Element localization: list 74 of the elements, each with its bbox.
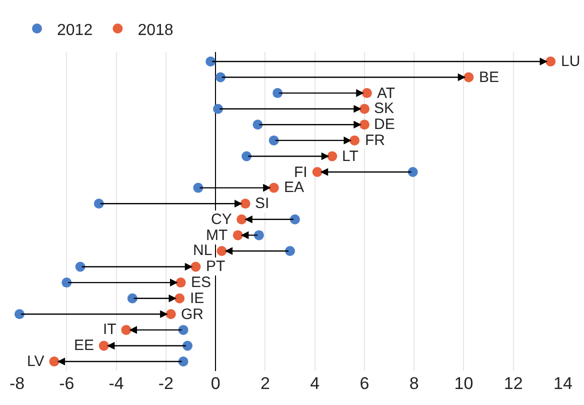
point <box>206 56 216 66</box>
point <box>359 120 370 130</box>
point <box>268 182 279 193</box>
point <box>327 151 338 162</box>
point <box>193 182 204 193</box>
x-tick-label: -4 <box>108 374 124 393</box>
y-tick-label: EA <box>284 179 304 196</box>
x-tick-label: 14 <box>554 374 572 393</box>
y-tick-label: LV <box>27 353 44 370</box>
y-tick-label: FR <box>365 132 386 149</box>
point <box>174 293 185 304</box>
point <box>62 278 72 288</box>
x-tick-label: -8 <box>9 374 25 393</box>
point <box>178 356 188 367</box>
point <box>546 56 556 66</box>
y-tick-label: EE <box>74 337 94 354</box>
point <box>190 262 201 272</box>
point <box>213 104 224 114</box>
point <box>350 135 360 146</box>
point <box>49 356 60 367</box>
x-tick-label: 0 <box>210 374 220 393</box>
y-tick-label: DE <box>374 116 395 133</box>
point <box>464 72 474 82</box>
y-tick-label: PT <box>206 258 226 275</box>
point <box>232 230 243 240</box>
point <box>408 167 418 178</box>
point <box>252 120 263 130</box>
legend-label: 2012 <box>57 22 93 39</box>
y-tick-label: IE <box>190 290 204 307</box>
point <box>312 167 322 178</box>
legend-label: 2018 <box>138 22 174 39</box>
y-tick-label: MT <box>206 227 228 244</box>
y-tick-label: AT <box>377 85 396 102</box>
y-tick-label: LU <box>561 53 580 70</box>
point <box>178 324 188 335</box>
y-tick-label: FI <box>294 164 308 181</box>
x-tick-label: 4 <box>310 374 320 393</box>
x-tick-label: 2 <box>260 374 270 393</box>
point <box>290 214 300 224</box>
y-tick-label: LT <box>342 148 358 165</box>
point <box>236 214 247 224</box>
point <box>14 309 24 320</box>
point <box>121 324 132 335</box>
point <box>285 246 295 256</box>
point <box>254 230 264 240</box>
point <box>127 293 138 304</box>
point <box>182 340 192 351</box>
y-tick-label: IT <box>103 321 116 338</box>
point <box>176 278 186 288</box>
x-tick-label: -2 <box>158 374 174 393</box>
x-tick-label: 10 <box>454 374 474 393</box>
y-tick-label: SI <box>255 195 270 212</box>
point <box>75 262 86 272</box>
point <box>272 88 283 98</box>
point <box>98 340 109 351</box>
point <box>216 246 227 256</box>
y-tick-label: ES <box>191 274 212 291</box>
point <box>242 151 252 162</box>
point <box>268 135 279 146</box>
y-tick-label: BE <box>479 69 500 86</box>
x-tick-label: -6 <box>59 374 74 393</box>
y-tick-label: GR <box>181 306 204 323</box>
point <box>166 309 176 320</box>
y-tick-label: SK <box>374 100 394 117</box>
x-tick-label: 6 <box>360 374 370 393</box>
x-tick-label: 12 <box>504 374 523 393</box>
point <box>240 198 250 209</box>
point <box>362 88 372 98</box>
point <box>94 198 104 209</box>
x-tick-label: 8 <box>409 374 419 393</box>
y-tick-label: CY <box>211 211 232 228</box>
point <box>359 104 370 114</box>
y-tick-label: NL <box>193 242 212 259</box>
point <box>216 72 226 82</box>
